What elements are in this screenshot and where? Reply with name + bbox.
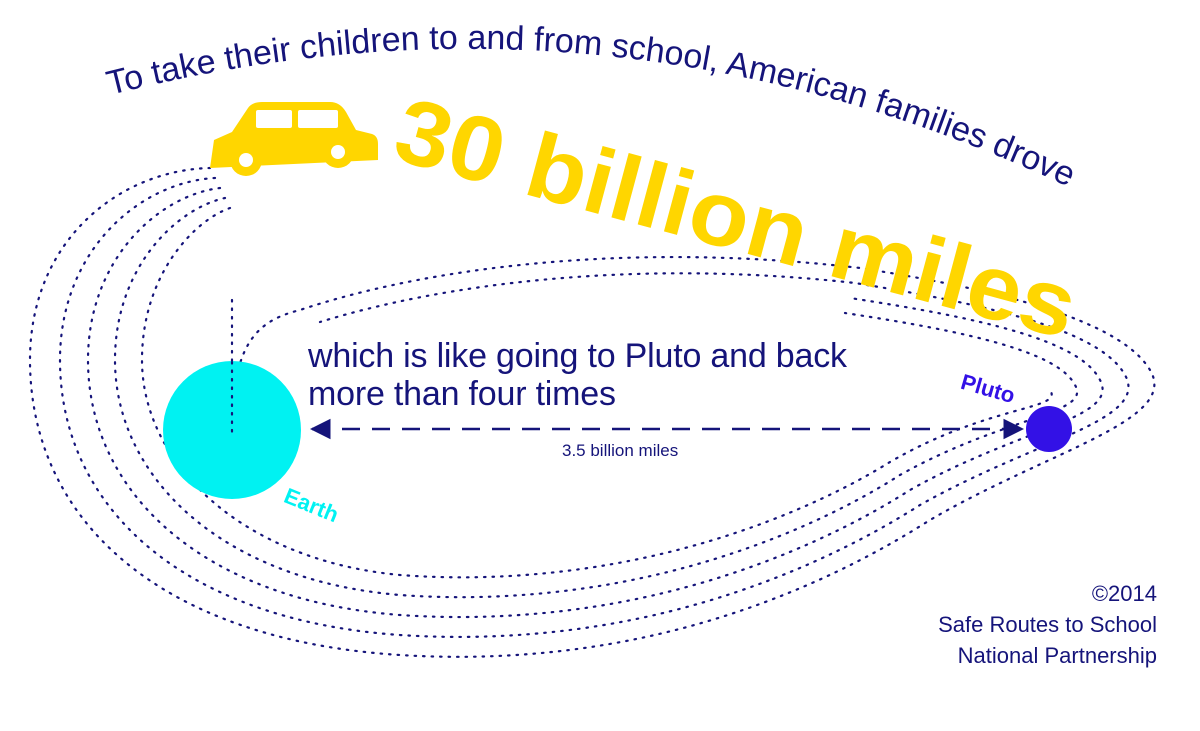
credit-org-line-1: Safe Routes to School	[938, 612, 1157, 637]
orbit-loop-1	[28, 166, 1156, 658]
orbit-loop-3	[86, 186, 1104, 619]
credit-year: ©2014	[1091, 581, 1157, 606]
comparison-line-2: more than four times	[308, 375, 616, 413]
comparison-text: which is like going to Pluto and back mo…	[308, 337, 847, 413]
orbit-loop-4	[113, 196, 1079, 599]
distance-label: 3.5 billion miles	[562, 441, 679, 460]
car-icon	[210, 102, 378, 176]
credit-block: ©2014 Safe Routes to School National Par…	[938, 578, 1157, 671]
pluto-planet	[1026, 406, 1072, 452]
credit-org-line-2: National Partnership	[957, 643, 1157, 668]
comparison-line-1: which is like going to Pluto and back	[308, 337, 847, 375]
orbit-loop-2	[58, 176, 1130, 639]
